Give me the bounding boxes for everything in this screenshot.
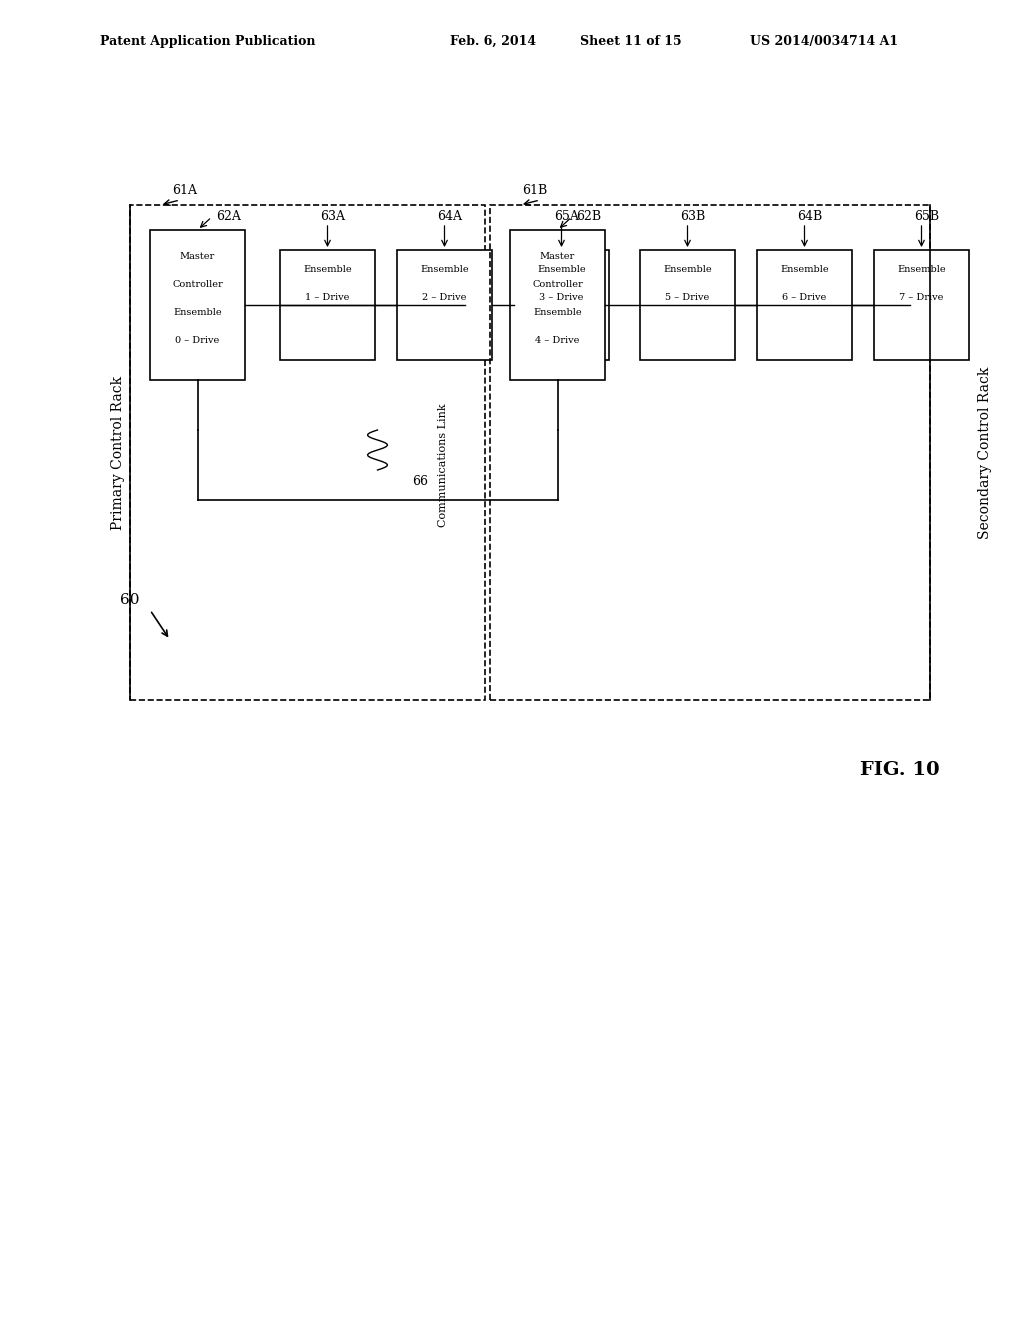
Text: 2 – Drive: 2 – Drive bbox=[422, 293, 467, 302]
Text: Ensemble: Ensemble bbox=[538, 265, 586, 275]
Text: Secondary Control Rack: Secondary Control Rack bbox=[978, 367, 992, 539]
FancyBboxPatch shape bbox=[640, 249, 735, 360]
Text: 0 – Drive: 0 – Drive bbox=[175, 337, 219, 345]
Text: 4 – Drive: 4 – Drive bbox=[536, 337, 580, 345]
Text: 64A: 64A bbox=[437, 210, 462, 223]
Text: Ensemble: Ensemble bbox=[897, 265, 946, 275]
Text: 61B: 61B bbox=[522, 183, 548, 197]
FancyBboxPatch shape bbox=[150, 230, 245, 380]
Text: Controller: Controller bbox=[532, 280, 583, 289]
FancyBboxPatch shape bbox=[874, 249, 969, 360]
FancyBboxPatch shape bbox=[280, 249, 375, 360]
FancyBboxPatch shape bbox=[757, 249, 852, 360]
Text: 65B: 65B bbox=[914, 210, 939, 223]
Text: 62B: 62B bbox=[577, 210, 602, 223]
Text: 66: 66 bbox=[413, 475, 428, 488]
Text: Master: Master bbox=[540, 252, 575, 261]
FancyBboxPatch shape bbox=[397, 249, 492, 360]
Text: 61A: 61A bbox=[172, 183, 198, 197]
Text: Controller: Controller bbox=[172, 280, 223, 289]
Text: 6 – Drive: 6 – Drive bbox=[782, 293, 826, 302]
Text: 3 – Drive: 3 – Drive bbox=[540, 293, 584, 302]
Text: Master: Master bbox=[180, 252, 215, 261]
Text: Patent Application Publication: Patent Application Publication bbox=[100, 36, 315, 48]
Text: Communications Link: Communications Link bbox=[437, 403, 447, 527]
Text: Sheet 11 of 15: Sheet 11 of 15 bbox=[580, 36, 682, 48]
Text: 5 – Drive: 5 – Drive bbox=[666, 293, 710, 302]
Text: 1 – Drive: 1 – Drive bbox=[305, 293, 349, 302]
Text: Ensemble: Ensemble bbox=[664, 265, 712, 275]
Text: Ensemble: Ensemble bbox=[780, 265, 828, 275]
Text: FIG. 10: FIG. 10 bbox=[860, 762, 940, 779]
Text: 60: 60 bbox=[120, 593, 139, 607]
Text: Ensemble: Ensemble bbox=[420, 265, 469, 275]
FancyBboxPatch shape bbox=[510, 230, 605, 380]
Text: 63A: 63A bbox=[319, 210, 345, 223]
FancyBboxPatch shape bbox=[514, 249, 609, 360]
Text: 62A: 62A bbox=[216, 210, 242, 223]
Text: 64B: 64B bbox=[797, 210, 822, 223]
Text: Ensemble: Ensemble bbox=[534, 308, 582, 317]
Text: Ensemble: Ensemble bbox=[303, 265, 352, 275]
Text: 63B: 63B bbox=[680, 210, 706, 223]
Text: Primary Control Rack: Primary Control Rack bbox=[111, 375, 125, 529]
Text: 65A: 65A bbox=[554, 210, 579, 223]
Text: Ensemble: Ensemble bbox=[173, 308, 222, 317]
Text: Feb. 6, 2014: Feb. 6, 2014 bbox=[450, 36, 537, 48]
Text: 7 – Drive: 7 – Drive bbox=[899, 293, 944, 302]
Text: US 2014/0034714 A1: US 2014/0034714 A1 bbox=[750, 36, 898, 48]
